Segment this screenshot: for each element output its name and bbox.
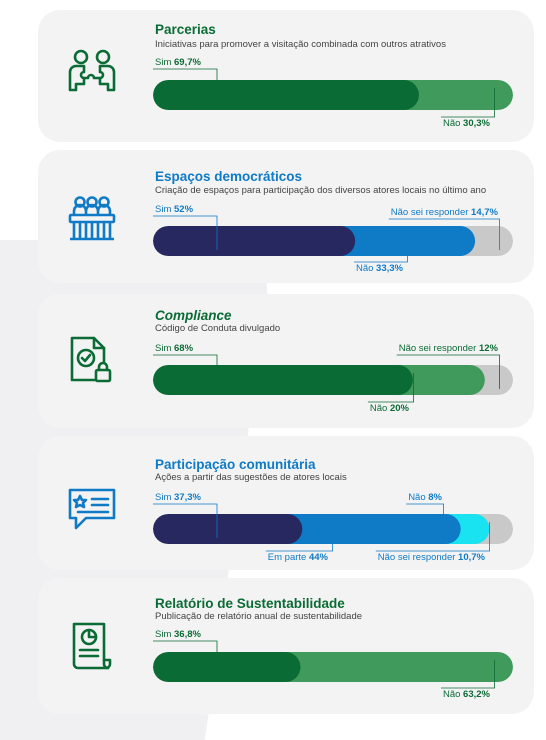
data-label-sim: Sim 69,7%: [155, 57, 202, 68]
chart-title: Relatório de Sustentabilidade: [155, 596, 345, 611]
data-label-sim: Sim 37,3%: [155, 492, 202, 503]
leader-line: [265, 522, 333, 552]
bar-chart-1: Sim 69,7% Não 30,3%: [153, 57, 513, 129]
leader-line: [367, 373, 414, 403]
card-espacos-democraticos: Espaços democráticos Criação de espaços …: [38, 150, 534, 283]
data-label-não: Não 20%: [370, 403, 410, 414]
bar-chart-3: Sim 68% Não 20% Não sei responder 12%: [153, 343, 513, 414]
bar-segment-não: [388, 80, 513, 110]
chart-subtitle: Iniciativas para promover a visitação co…: [155, 39, 446, 50]
bar-segment-sim: [153, 226, 356, 256]
card-relatorio-sustentabilidade: Relatório de Sustentabilidade Publicação…: [38, 578, 534, 714]
document-lock-icon: [70, 336, 112, 383]
report-chart-icon: [72, 622, 112, 670]
leader-line: [388, 218, 500, 250]
chart-title: Participação comunitária: [155, 457, 316, 472]
bar-segment-não: [270, 652, 513, 682]
leader-line: [153, 354, 218, 389]
leader-line: [153, 640, 218, 676]
chart-subtitle: Ações a partir das sugestões de atores l…: [155, 472, 347, 483]
data-label-em-parte: Em parte 44%: [268, 552, 329, 563]
leader-line: [353, 234, 408, 263]
bar-segment-sim: [153, 365, 413, 395]
chart-subtitle: Código de Conduta divulgado: [155, 323, 281, 334]
data-label-não-sei-responder: Não sei responder 12%: [399, 343, 499, 354]
leader-line: [375, 522, 490, 552]
data-label-não: Não 33,3%: [356, 263, 404, 274]
data-label-não-sei-responder: Não sei responder 10,7%: [378, 552, 486, 563]
chart-title: Parcerias: [155, 22, 216, 37]
assembly-podium-icon: [68, 196, 116, 241]
bar-segment-sim: [153, 80, 419, 110]
data-label-não: Não 30,3%: [443, 118, 491, 129]
card-compliance: Compliance Código de Conduta divulgado: [38, 294, 534, 428]
card-parcerias: Parcerias Iniciativas para promover a vi…: [38, 10, 534, 142]
data-label-sim: Sim 36,8%: [155, 629, 202, 640]
bar-segment-em-parte: [272, 514, 461, 544]
data-label-não: Não 63,2%: [443, 689, 491, 700]
leader-line: [440, 660, 495, 689]
data-label-sim: Sim 52%: [155, 204, 194, 215]
bar-chart-5: Sim 36,8% Não 63,2%: [153, 629, 513, 700]
handshake-puzzle-icon: [68, 49, 116, 92]
data-label-não-sei-responder: Não sei responder 14,7%: [391, 207, 499, 218]
leader-line: [153, 68, 218, 104]
bar-segment-sim: [153, 514, 303, 544]
leader-line: [396, 354, 500, 389]
chart-title: Compliance: [155, 308, 232, 323]
bar-segment-sim: [153, 652, 301, 682]
leader-line: [440, 88, 495, 118]
chat-star-icon: [68, 488, 116, 530]
chart-subtitle: Criação de espaços para participação dos…: [155, 185, 487, 196]
bar-segment-não: [325, 226, 476, 256]
card-participacao-comunitaria: Participação comunitária Ações a partir …: [38, 436, 534, 570]
bar-chart-2: Sim 52% Não 33,3% Não sei responder 14,7%: [153, 204, 513, 274]
bar-chart-4: Sim 37,3% Em parte 44% Não 8% Não sei respo…: [153, 492, 513, 563]
chart-title: Espaços democráticos: [155, 169, 303, 184]
data-label-não: Não 8%: [408, 492, 442, 503]
leader-line: [406, 503, 444, 538]
data-label-sim: Sim 68%: [155, 343, 194, 354]
leader-line: [153, 215, 218, 250]
leader-line: [153, 503, 218, 538]
chart-subtitle: Publicação de relatório anual de sustent…: [155, 611, 363, 622]
